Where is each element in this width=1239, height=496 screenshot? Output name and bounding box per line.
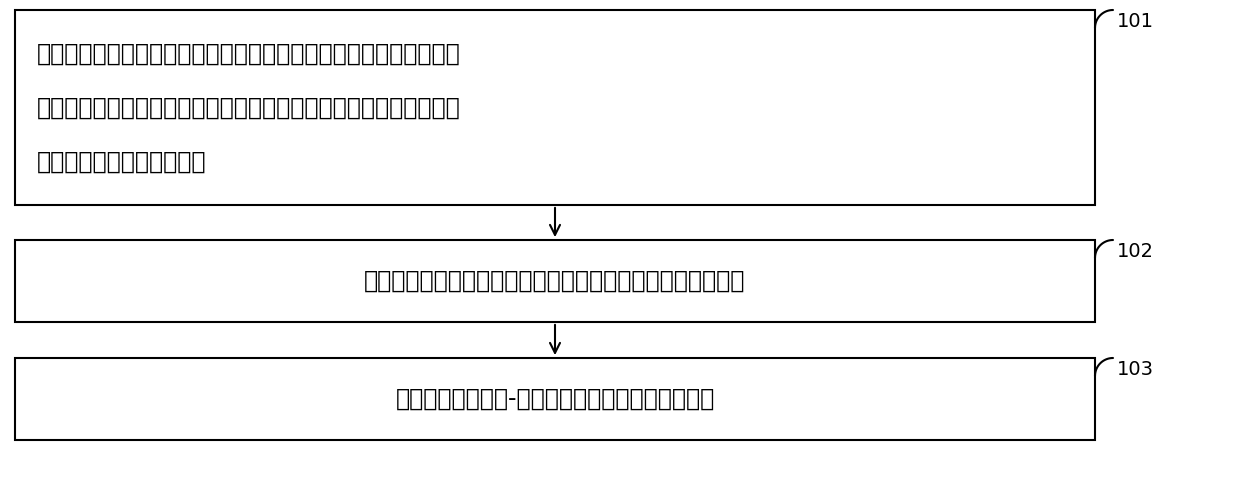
Bar [15,358,1095,440]
Text: 将电信号乘以注量-剂量转换系数得到中子剂量当量: 将电信号乘以注量-剂量转换系数得到中子剂量当量 [395,387,715,411]
Text: 将所述光信号经玻璃传输到光电倍加管，记录转换成的电信号: 将所述光信号经玻璃传输到光电倍加管，记录转换成的电信号 [364,269,746,293]
Text: 将掺入了预设比例的硼的玻璃闪烁体与入射中子发生反应，反应放出: 将掺入了预设比例的硼的玻璃闪烁体与入射中子发生反应，反应放出 [37,42,461,65]
Bar [15,10,1095,205]
Text: 101: 101 [1118,12,1154,31]
Text: 时将发射出一定数量的光子: 时将发射出一定数量的光子 [37,149,207,174]
Text: 的能量损失在玻璃材料中，将使玻璃材料的原子核处于激发态，退激: 的能量损失在玻璃材料中，将使玻璃材料的原子核处于激发态，退激 [37,96,461,120]
Text: 103: 103 [1118,360,1154,379]
Bar [15,240,1095,322]
Text: 102: 102 [1118,242,1154,261]
